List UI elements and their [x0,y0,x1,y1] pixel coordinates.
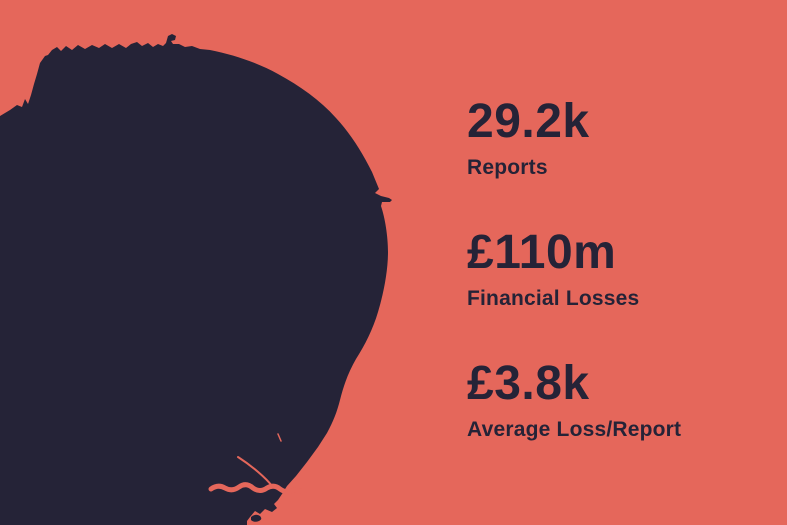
stat-financial-losses: £110m Financial Losses [467,229,681,311]
stat-average-loss: £3.8k Average Loss/Report [467,360,681,442]
stat-reports-value: 29.2k [467,95,590,148]
stats-panel: 29.2k Reports £110m Financial Losses £3.… [467,98,681,442]
stat-reports: 29.2k Reports [467,98,681,180]
stat-financial-losses-label: Financial Losses [467,287,640,310]
stat-reports-label: Reports [467,156,548,179]
stat-average-loss-label: Average Loss/Report [467,418,682,441]
stat-average-loss-value: £3.8k [467,357,590,410]
stat-financial-losses-value: £110m [467,226,617,279]
